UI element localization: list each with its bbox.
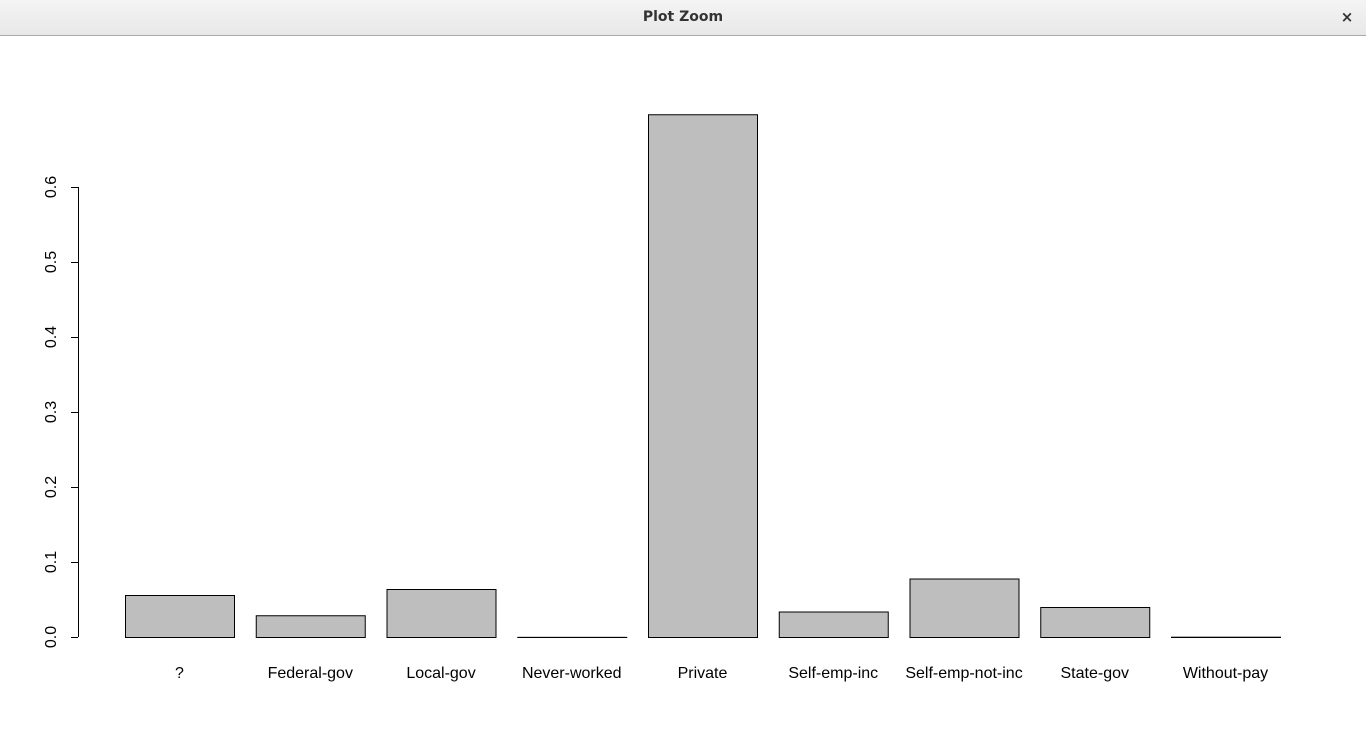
x-tick-label: ? [175,665,184,682]
bar-self-emp-not-inc [909,578,1020,638]
bar-self-emp-inc [778,611,889,638]
x-tick-label: Self-emp-inc [788,665,878,682]
close-button[interactable]: × [1340,8,1354,26]
y-tick-label: 0.1 [43,551,60,573]
x-tick-label: Local-gov [406,665,475,682]
bar-federal-gov [255,615,366,638]
y-tick-label: 0.3 [43,401,60,423]
y-tick-label: 0.5 [43,251,60,273]
y-tick-label: 0.4 [43,326,60,348]
bar-chart: ? Federal-gov Local-gov Never-worked Private… [43,114,1281,682]
y-tick-label: 0.0 [43,626,60,648]
x-tick-label: Self-emp-not-inc [905,665,1022,682]
y-tick-label: 0.2 [43,476,60,498]
bar-private [648,114,758,638]
bar- [125,595,235,638]
x-tick-label: Without-pay [1183,665,1268,682]
x-tick-label: Private [678,665,728,682]
bar-state-gov [1040,607,1151,638]
window-title: Plot Zoom [642,9,724,25]
x-tick-label: State-gov [1061,665,1129,682]
bar-local-gov [386,589,497,638]
x-tick-label: Federal-gov [268,665,353,682]
plot-area: ? Federal-gov Local-gov Never-worked Private… [0,37,1366,741]
x-tick-label: Never-worked [522,665,622,682]
window-titlebar: Plot Zoom × [0,0,1366,36]
y-tick-label: 0.6 [43,176,60,198]
